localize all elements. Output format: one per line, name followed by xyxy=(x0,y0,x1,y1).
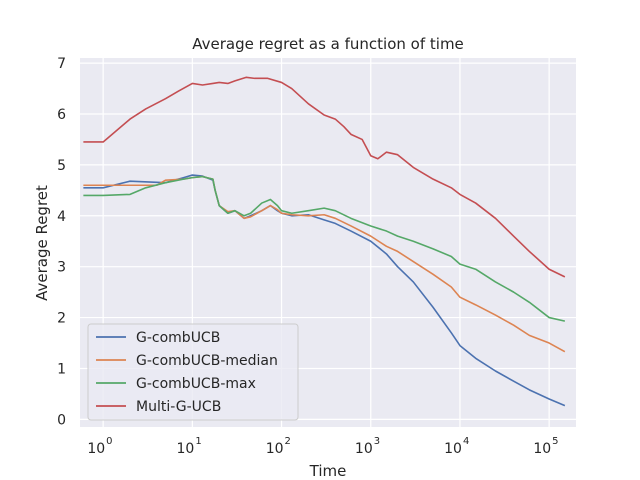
legend: G-combUCB G-combUCB-median G-combUCB-max Mu… xyxy=(87,323,299,421)
series-line-multi-g-ucb xyxy=(83,76,566,278)
x-tick-exponent: 2 xyxy=(285,436,291,447)
x-tick-label: 10 5 xyxy=(533,436,558,457)
y-tick-label: 1 xyxy=(57,361,66,377)
y-tick-label: 7 xyxy=(57,56,66,72)
x-tick-label: 10 1 xyxy=(177,436,202,457)
y-tick-label: 4 xyxy=(57,209,66,225)
y-tick-label: 0 xyxy=(57,412,66,428)
legend-label: G-combUCB-median xyxy=(136,353,278,369)
x-tick-base: 10 xyxy=(355,441,373,457)
y-axis-label: Average Regret xyxy=(33,185,51,301)
x-tick-exponent: 4 xyxy=(463,436,469,447)
x-tick-base: 10 xyxy=(266,441,284,457)
y-tick-label: 3 xyxy=(57,260,66,276)
x-tick-exponent: 1 xyxy=(195,436,201,447)
x-tick-base: 10 xyxy=(87,441,105,457)
x-tick-label: 10 0 xyxy=(87,436,112,457)
x-tick-base: 10 xyxy=(177,441,195,457)
y-tick-label: 5 xyxy=(57,158,66,174)
x-tick-base: 10 xyxy=(444,441,462,457)
chart-title: Average regret as a function of time xyxy=(192,35,464,53)
y-tick-label: 6 xyxy=(57,107,66,123)
series-line-g-combucb-max xyxy=(83,175,566,322)
legend-box xyxy=(87,323,299,421)
x-tick-label: 10 4 xyxy=(444,436,469,457)
x-tick-exponent: 3 xyxy=(374,436,380,447)
legend-label: G-combUCB-max xyxy=(136,376,256,392)
x-tick-label: 10 3 xyxy=(355,436,380,457)
y-tick-label: 2 xyxy=(57,311,66,327)
x-tick-label: 10 2 xyxy=(266,436,291,457)
x-tick-base: 10 xyxy=(533,441,551,457)
legend-label: G-combUCB xyxy=(136,330,220,346)
series-lines xyxy=(83,76,566,407)
x-tick-exponent: 5 xyxy=(552,436,558,447)
x-axis-label: Time xyxy=(309,462,347,480)
x-tick-exponent: 0 xyxy=(106,436,112,447)
legend-label: Multi-G-UCB xyxy=(136,399,221,415)
